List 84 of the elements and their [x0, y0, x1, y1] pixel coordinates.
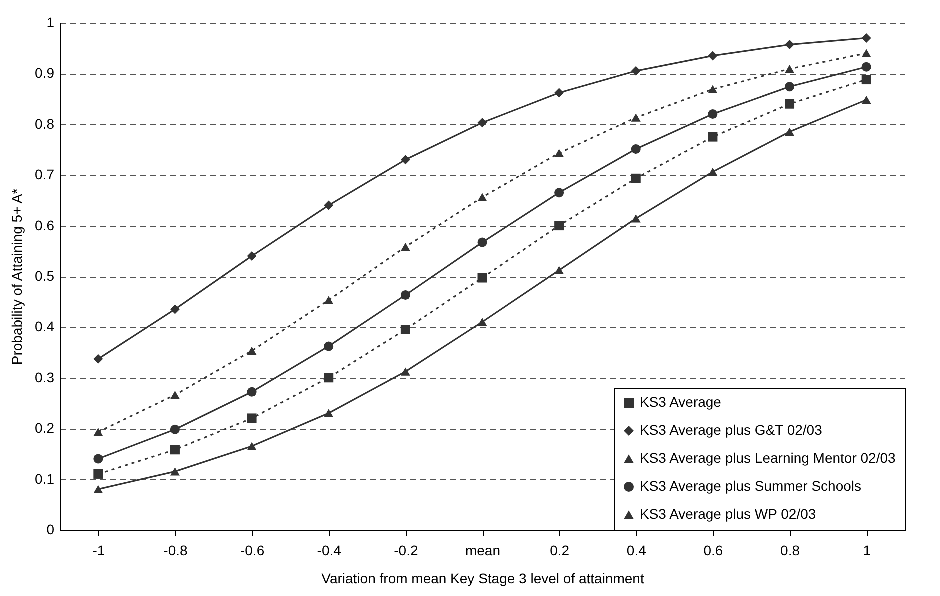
x-tick-label: -1 — [92, 542, 106, 558]
x-tick-label: 1 — [863, 542, 872, 558]
point — [170, 391, 180, 400]
point — [554, 88, 564, 98]
y-tick-label: 0.7 — [35, 166, 55, 183]
point — [247, 251, 257, 261]
point — [247, 442, 257, 450]
x-tick-label: mean — [465, 542, 501, 558]
y-tick-label: 0.8 — [35, 116, 55, 132]
x-tick-label: -0.2 — [394, 542, 418, 558]
point — [708, 168, 718, 176]
point — [400, 368, 410, 376]
point — [170, 445, 180, 455]
point — [478, 118, 488, 128]
point — [862, 62, 872, 72]
point — [862, 96, 872, 104]
point — [785, 82, 795, 92]
point — [631, 174, 641, 184]
x-tick-label: 0.4 — [626, 542, 647, 558]
point — [708, 132, 718, 142]
x-tick-label: -0.8 — [164, 542, 188, 558]
point — [785, 128, 795, 136]
point — [94, 354, 104, 364]
x-axis-title: Variation from mean Key Stage 3 level of attainment — [322, 570, 644, 586]
point — [247, 414, 257, 424]
y-axis-title: Probability of Attaining 5+ A* — [9, 188, 26, 366]
y-tick-label: 0.6 — [35, 217, 55, 234]
legend-label: KS3 Average — [640, 394, 722, 410]
point — [324, 342, 334, 352]
point — [400, 242, 410, 252]
y-tick-label: 1 — [46, 14, 55, 30]
point — [478, 318, 488, 326]
point — [785, 99, 795, 109]
point — [94, 454, 104, 464]
y-tick-label: 0.2 — [35, 420, 55, 436]
point — [94, 469, 104, 479]
y-tick-label: 0 — [46, 522, 55, 538]
x-tick-label: 0.8 — [780, 542, 800, 558]
legend-label: KS3 Average plus Learning Mentor 02/03 — [640, 450, 896, 466]
legend-label: KS3 Average plus WP 02/03 — [640, 506, 816, 522]
point — [247, 346, 257, 356]
point — [631, 66, 641, 76]
point — [478, 273, 488, 283]
point — [324, 409, 334, 418]
point — [400, 324, 410, 334]
point — [785, 40, 795, 50]
point — [554, 221, 564, 231]
point — [400, 155, 410, 165]
point — [862, 75, 872, 85]
point — [247, 387, 257, 397]
point — [631, 214, 641, 223]
point — [478, 193, 488, 202]
point — [708, 51, 718, 61]
point — [170, 468, 180, 476]
point — [862, 33, 872, 43]
y-tick-label: 0.4 — [35, 318, 55, 335]
point — [94, 485, 104, 494]
x-tick-label: -0.4 — [317, 542, 342, 558]
point — [324, 296, 334, 304]
point — [170, 304, 180, 314]
point — [94, 428, 104, 436]
x-tick-label: -0.6 — [240, 542, 265, 558]
y-tick-label: 0.1 — [35, 470, 55, 487]
point — [862, 49, 872, 58]
y-tick-label: 0.9 — [35, 65, 55, 82]
point — [554, 149, 564, 158]
point — [324, 200, 334, 210]
x-tick-label: 0.2 — [550, 542, 570, 558]
point — [554, 188, 564, 198]
y-tick-label: 0.3 — [35, 369, 55, 386]
point — [400, 290, 410, 300]
point — [170, 424, 180, 434]
y-tick-label: 0.5 — [35, 268, 55, 284]
legend-label: KS3 Average plus Summer Schools — [640, 478, 862, 494]
point — [631, 114, 641, 122]
point — [708, 110, 718, 119]
point — [708, 85, 718, 94]
point — [631, 144, 641, 154]
point — [324, 373, 334, 383]
point — [554, 266, 564, 275]
point — [785, 65, 795, 74]
point — [478, 238, 488, 248]
legend-label: KS3 Average plus G&T 02/03 — [640, 422, 823, 438]
x-tick-label: 0.6 — [704, 542, 724, 558]
